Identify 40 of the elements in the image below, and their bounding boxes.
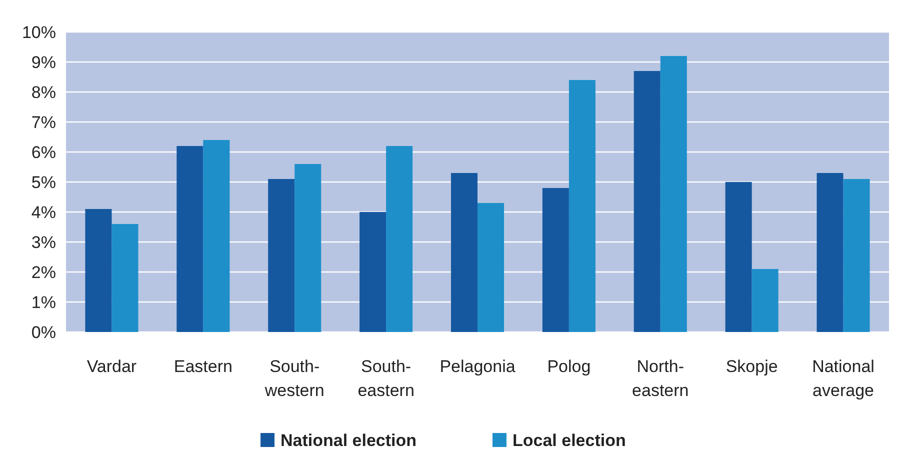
bar (85, 209, 112, 332)
bar (660, 56, 687, 332)
bar (634, 71, 660, 332)
bar (176, 146, 204, 332)
bar (203, 140, 230, 332)
y-tick-label: 8% (31, 82, 56, 102)
bar (360, 212, 386, 332)
bar (816, 173, 844, 332)
x-tick-label: North-eastern (632, 357, 689, 400)
x-tick-label: South-western (264, 357, 324, 400)
bar (450, 173, 478, 332)
bar (542, 188, 569, 332)
y-tick-label: 3% (31, 232, 56, 252)
bar (478, 203, 504, 332)
bar (386, 146, 413, 332)
y-tick-label: 7% (31, 112, 56, 132)
y-tick-label: 6% (31, 142, 56, 162)
y-tick-label: 9% (31, 52, 56, 72)
x-tick-label: Skopje (726, 357, 778, 376)
y-tick-label: 2% (31, 262, 56, 282)
x-tick-label: Vardar (86, 357, 137, 376)
bar (568, 80, 596, 332)
y-tick-label: 10% (22, 22, 56, 42)
x-tick-label: Pelagonia (440, 357, 516, 376)
y-tick-label: 4% (31, 202, 56, 222)
y-tick-label: 5% (31, 172, 56, 192)
bar (843, 179, 870, 332)
y-tick-label: 1% (31, 292, 56, 312)
bar (725, 182, 752, 332)
bar (294, 164, 322, 332)
bar (752, 269, 778, 332)
x-tick-label: South-eastern (358, 357, 414, 400)
x-tick-label: Eastern (174, 357, 232, 376)
y-tick-label: 0% (31, 322, 56, 342)
x-tick-label: Polog (547, 357, 591, 376)
legend-label: National election (280, 430, 417, 450)
legend-label: Local election (512, 430, 626, 450)
bar (268, 179, 295, 332)
bar (112, 224, 138, 332)
x-tick-label: National average (812, 357, 874, 400)
